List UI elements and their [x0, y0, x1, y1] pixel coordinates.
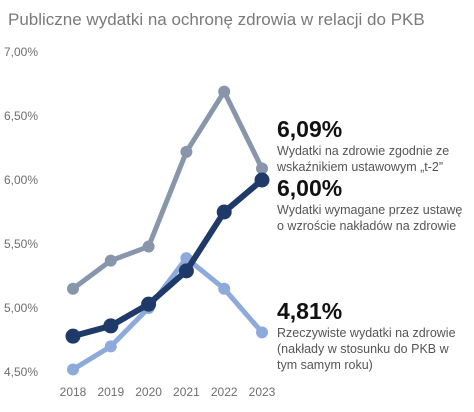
x-tick-label: 2019: [97, 385, 124, 399]
annotation-layer: 6,09% Wydatki na zdrowie zgodnie ze wskaźn…: [276, 116, 462, 372]
data-point: [67, 282, 79, 295]
data-point: [141, 296, 157, 312]
x-tick-label: 2022: [211, 385, 238, 399]
series-description: o wzroście nakładów na zdrowie: [277, 219, 456, 233]
y-axis: 4,50% 5,00% 5,50% 6,00% 6,50% 7,00%: [4, 45, 38, 379]
series-description: (nakłady w stosunku do PKB w: [277, 342, 450, 356]
series-line: [70, 89, 265, 292]
series-2: [65, 172, 270, 344]
series-description: Wydatki wymagane przez ustawę: [277, 203, 462, 217]
y-tick-label: 5,00%: [4, 301, 38, 315]
end-value-label: 6,00%: [277, 175, 342, 201]
chart-title: Publiczne wydatki na ochronę zdrowia w r…: [8, 10, 425, 29]
series-description: tym samym roku): [277, 358, 373, 372]
data-point: [103, 318, 119, 334]
series-1: [67, 85, 268, 295]
y-tick-label: 4,50%: [4, 365, 38, 379]
x-tick-label: 2023: [249, 385, 276, 399]
annotation-series-2: 6,00% Wydatki wymagane przez ustawę o wzro…: [277, 175, 462, 233]
end-value-label: 4,81%: [277, 298, 342, 324]
series-description: Rzeczywiste wydatki na zdrowie: [277, 326, 456, 340]
annotation-series-1: 6,09% Wydatki na zdrowie zgodnie ze wskaźn…: [276, 116, 449, 174]
y-tick-label: 6,00%: [4, 173, 38, 187]
data-point: [218, 85, 231, 98]
y-tick-label: 5,50%: [4, 237, 38, 251]
x-tick-label: 2018: [60, 385, 87, 399]
data-point: [256, 162, 268, 175]
x-tick-label: 2020: [135, 385, 162, 399]
data-point: [104, 254, 117, 267]
data-point: [256, 326, 268, 339]
data-point: [216, 204, 232, 220]
series-layer: [65, 85, 270, 376]
series-description: wskaźnikiem ustawowym „t-2”: [276, 160, 443, 174]
data-point: [104, 340, 117, 353]
x-tick-label: 2021: [173, 385, 200, 399]
y-tick-label: 6,50%: [4, 109, 38, 123]
data-point: [254, 172, 270, 188]
end-value-label: 6,09%: [277, 116, 342, 142]
y-tick-label: 7,00%: [4, 45, 38, 59]
data-point: [65, 328, 81, 344]
series-line: [70, 255, 265, 372]
data-point: [67, 363, 79, 376]
x-axis: 2018 2019 2020 2021 2022 2023: [60, 385, 276, 399]
data-point: [142, 240, 155, 253]
annotation-series-3: 4,81% Rzeczywiste wydatki na zdrowie (nakł…: [277, 298, 456, 372]
data-point: [218, 282, 231, 295]
data-point: [180, 145, 193, 158]
data-point: [178, 263, 194, 279]
series-description: Wydatki na zdrowie zgodnie ze: [277, 144, 449, 158]
